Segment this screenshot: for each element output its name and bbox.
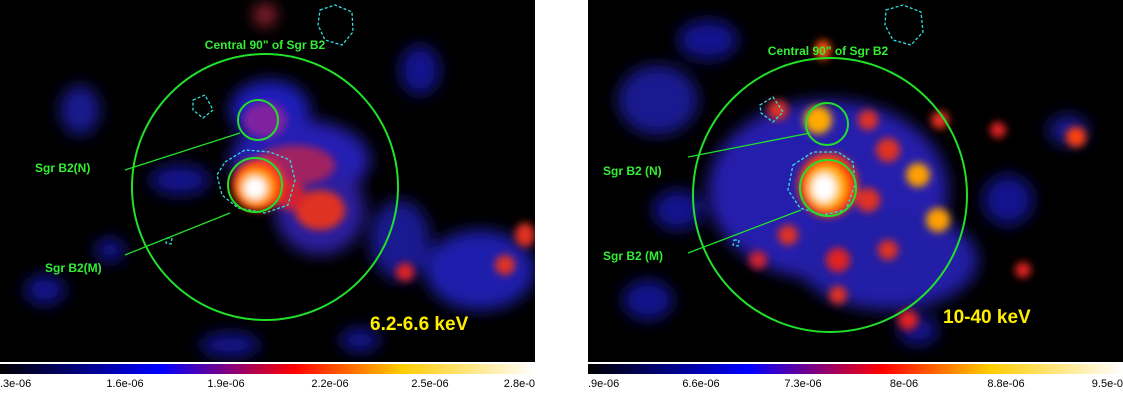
- central-region-circle: [131, 53, 399, 321]
- sgr-b2-n-label: Sgr B2 (N): [603, 164, 662, 178]
- colorbar-tick: .3e-06: [0, 378, 32, 390]
- colorbar-tick: 1.6e-06: [106, 378, 144, 390]
- contour-lines: [732, 4, 924, 247]
- colorbar: [0, 364, 535, 374]
- colorbar-tick: 2.8e-0: [503, 378, 535, 390]
- sgr-b2-m-circle: [227, 157, 283, 213]
- sgr-b2-m-pointer: [687, 209, 802, 254]
- colorbar-tick: 1.9e-06: [207, 378, 245, 390]
- colorbar-tick: 9.5e-0: [1091, 378, 1123, 390]
- energy-band-label: 10-40 keV: [943, 307, 1031, 328]
- sgr-b2-m-circle: [799, 159, 857, 217]
- region-markers: [124, 53, 399, 321]
- colorbar-tick: 7.3e-06: [784, 378, 822, 390]
- colorbar-tick: 2.2e-06: [311, 378, 349, 390]
- region-markers: [687, 57, 968, 333]
- sgr-b2-n-label: Sgr B2(N): [35, 161, 90, 175]
- emission-map: [618, 20, 1088, 345]
- sgr-b2-n-pointer: [124, 132, 241, 171]
- colorbar-tick: 6.6e-06: [682, 378, 720, 390]
- central-region-circle: [692, 57, 968, 333]
- sgr-b2-m-label: Sgr B2(M): [45, 261, 102, 275]
- image-panel-right: Central 90" of Sgr B2 Sgr B2 (N) Sgr B2 …: [588, 0, 1123, 397]
- colorbar: [588, 364, 1123, 374]
- sgr-b2-m-pointer: [124, 212, 231, 256]
- xray-image-left: Central 90" of Sgr B2 Sgr B2(N) Sgr B2(M…: [0, 0, 535, 374]
- colorbar-tick: .9e-06: [588, 378, 620, 390]
- sgr-b2-n-pointer: [687, 132, 811, 158]
- sgr-b2-n-circle: [237, 99, 279, 141]
- region-title: Central 90" of Sgr B2: [205, 38, 326, 52]
- emission-map: [25, 5, 535, 357]
- energy-band-label: 6.2-6.6 keV: [370, 314, 469, 335]
- region-title: Central 90" of Sgr B2: [768, 44, 889, 58]
- xray-image-right: Central 90" of Sgr B2 Sgr B2 (N) Sgr B2 …: [588, 0, 1123, 374]
- image-panel-left: Central 90" of Sgr B2 Sgr B2(N) Sgr B2(M…: [0, 0, 535, 397]
- colorbar-tick: 8e-06: [889, 378, 919, 390]
- contour-lines: [165, 4, 354, 245]
- colorbar-tick: 8.8e-06: [987, 378, 1025, 390]
- sgr-b2-n-circle: [805, 102, 849, 146]
- colorbar-tick: 2.5e-06: [411, 378, 449, 390]
- sgr-b2-m-label: Sgr B2 (M): [603, 249, 663, 263]
